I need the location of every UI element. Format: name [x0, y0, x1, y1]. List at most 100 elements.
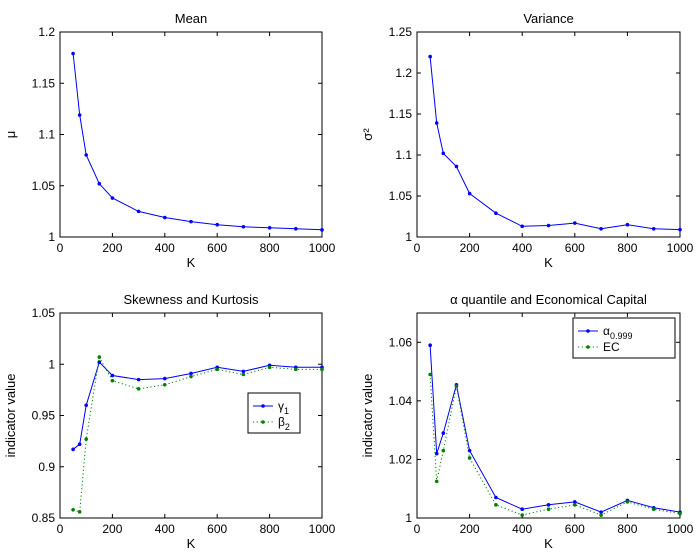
data-point	[163, 382, 167, 387]
data-point	[546, 503, 551, 507]
data-point	[320, 228, 324, 232]
data-point	[71, 51, 75, 56]
data-point	[84, 437, 88, 441]
data-point	[651, 227, 656, 231]
legend-label: EC	[603, 340, 620, 354]
data-point	[77, 442, 82, 447]
data-point	[320, 367, 324, 372]
x-tick-label: 1000	[667, 522, 694, 536]
plot-area	[59, 31, 323, 238]
data-point	[546, 507, 551, 512]
x-tick-label: 800	[617, 522, 637, 536]
y-tick-label: 1.15	[32, 76, 56, 90]
y-tick-label: 1.02	[389, 452, 413, 466]
data-point	[573, 500, 577, 504]
x-axis-label: K	[544, 536, 553, 551]
data-point	[97, 355, 102, 359]
data-point	[215, 367, 219, 372]
data-point	[546, 223, 551, 228]
chart-panel-3: Skewness and Kurtosis 0 200 400 600 800 1000 0.…	[3, 292, 336, 551]
x-axis-label: K	[187, 255, 196, 270]
chart-title: Skewness and Kurtosis	[123, 292, 259, 307]
chart-panel-2: Variance 0 200 400 600 800 1000 1 1.05 1.1 1.15 1.2…	[360, 11, 694, 270]
y-tick-label: 1.06	[389, 335, 413, 349]
x-tick-label: 800	[617, 241, 637, 255]
data-point	[434, 121, 439, 125]
legend-marker	[261, 420, 265, 424]
data-point	[163, 376, 167, 381]
x-tick-label: 0	[57, 522, 64, 536]
x-tick-label: 1000	[309, 241, 336, 255]
y-tick-label: 1.1	[395, 148, 412, 162]
y-axis-label: indicator value	[3, 374, 18, 458]
data-point	[428, 343, 432, 348]
data-point	[573, 221, 577, 225]
data-point	[520, 224, 524, 229]
data-point	[110, 196, 115, 200]
x-tick-label: 200	[460, 522, 480, 536]
data-point	[434, 479, 439, 484]
x-tick-label: 0	[414, 241, 421, 255]
y-tick-label: 0.95	[32, 409, 56, 423]
data-point	[678, 227, 682, 232]
x-tick-label: 200	[102, 522, 122, 536]
data-point	[136, 377, 141, 382]
x-axis-label: K	[187, 536, 196, 551]
data-point	[294, 227, 298, 231]
x-tick-label: 400	[155, 522, 175, 536]
chart-panel-4: α quantile and Economical Capital 0 200 400…	[360, 292, 694, 551]
data-point	[241, 224, 246, 229]
legend-marker	[261, 404, 265, 408]
data-point	[494, 211, 498, 216]
data-point	[651, 507, 656, 512]
data-point	[294, 367, 298, 372]
data-point	[71, 447, 75, 452]
data-point	[84, 403, 88, 408]
x-tick-label: 0	[414, 522, 421, 536]
data-point	[110, 373, 115, 378]
y-tick-label: 0.9	[38, 460, 55, 474]
y-tick-label: 1.05	[32, 179, 56, 193]
data-point	[599, 227, 603, 231]
y-tick-label: 1.1	[38, 128, 55, 142]
y-tick-label: 0.85	[32, 511, 56, 525]
data-point	[441, 448, 446, 453]
data-point	[520, 507, 524, 512]
data-point	[71, 508, 75, 512]
x-tick-label: 600	[207, 241, 227, 255]
data-point	[441, 151, 446, 156]
data-point	[189, 374, 193, 379]
data-point	[267, 365, 272, 370]
x-tick-label: 200	[460, 241, 480, 255]
x-tick-label: 600	[565, 522, 585, 536]
chart-title: α quantile and Economical Capital	[450, 292, 647, 307]
legend-label: γ1	[278, 399, 289, 416]
chart-panel-1: Mean 0 200 400 600 800 1000 1 1.05 1.1 1.15 1.2 Kμ	[3, 11, 336, 270]
data-point	[625, 500, 630, 504]
y-tick-label: 1	[405, 230, 412, 244]
x-tick-label: 400	[512, 522, 532, 536]
y-tick-label: 1.05	[32, 306, 56, 320]
legend-box	[572, 317, 676, 359]
x-axis-label: K	[544, 255, 553, 270]
y-tick-label: 1	[405, 511, 412, 525]
x-tick-label: 600	[207, 522, 227, 536]
legend-box	[247, 392, 301, 434]
x-tick-label: 200	[102, 241, 122, 255]
data-point	[97, 360, 102, 365]
data-point	[428, 372, 432, 377]
chart-title: Variance	[523, 11, 573, 26]
y-tick-label: 1.15	[389, 107, 413, 121]
y-axis-label: indicator value	[360, 374, 375, 458]
data-point	[467, 191, 472, 196]
legend-marker	[586, 329, 590, 333]
data-point	[77, 510, 82, 514]
x-tick-label: 800	[260, 241, 280, 255]
y-tick-label: 1.05	[389, 189, 413, 203]
data-point	[189, 371, 193, 376]
data-point	[678, 511, 682, 516]
data-point	[494, 495, 498, 500]
